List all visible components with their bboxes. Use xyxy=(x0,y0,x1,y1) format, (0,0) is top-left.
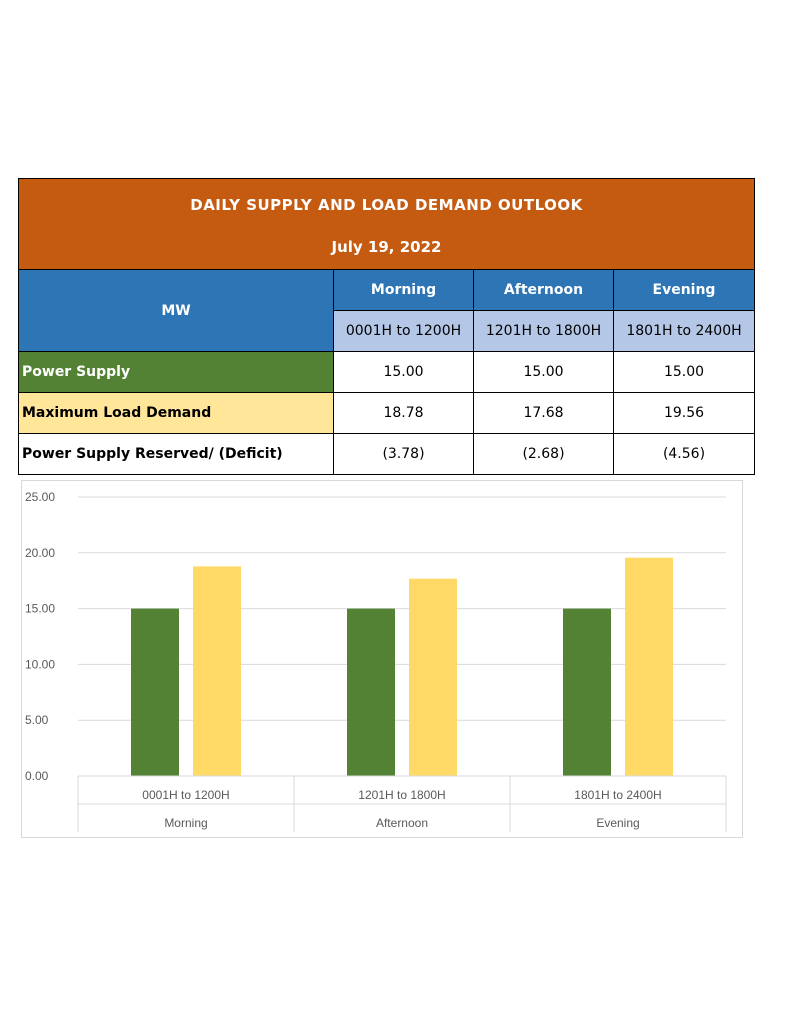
period-header-evening: Evening xyxy=(613,269,755,311)
y-tick-label: 5.00 xyxy=(25,713,49,727)
bar-chart: 0.00 5.00 10.00 15.00 20.00 25.00 0001H to 120… xyxy=(21,480,743,838)
table-title: DAILY SUPPLY AND LOAD DEMAND OUTLOOK xyxy=(190,196,583,214)
table-cell: 15.00 xyxy=(613,351,755,393)
bar xyxy=(347,608,395,776)
y-tick-label: 25.00 xyxy=(25,490,55,504)
x-category-label: 0001H to 1200H xyxy=(142,788,229,802)
table-cell: 15.00 xyxy=(333,351,474,393)
table-cell: 18.78 xyxy=(333,392,474,434)
table-title-cell: DAILY SUPPLY AND LOAD DEMAND OUTLOOK Jul… xyxy=(18,178,755,270)
row-label-reserve-deficit: Power Supply Reserved/ (Deficit) xyxy=(18,433,334,475)
bar xyxy=(193,566,241,776)
y-tick-label: 10.00 xyxy=(25,657,55,671)
bar xyxy=(131,608,179,776)
unit-header: MW xyxy=(18,269,334,352)
table-row: Power Supply Reserved/ (Deficit) (3.78) … xyxy=(18,433,755,475)
period-header-afternoon: Afternoon xyxy=(473,269,614,311)
y-tick-label: 0.00 xyxy=(25,769,49,783)
table-cell: (2.68) xyxy=(473,433,614,475)
bar xyxy=(563,608,611,776)
table-date: July 19, 2022 xyxy=(331,238,442,256)
table-cell: (3.78) xyxy=(333,433,474,475)
range-header-evening: 1801H to 2400H xyxy=(613,310,755,352)
row-label-max-load-demand: Maximum Load Demand xyxy=(18,392,334,434)
x-category-label: 1801H to 2400H xyxy=(574,788,661,802)
bar-chart-svg: 0.00 5.00 10.00 15.00 20.00 25.00 0001H to 120… xyxy=(25,490,727,832)
y-tick-label: 20.00 xyxy=(25,546,55,560)
supply-demand-table: DAILY SUPPLY AND LOAD DEMAND OUTLOOK Jul… xyxy=(18,178,755,475)
x-category-label: 1201H to 1800H xyxy=(358,788,445,802)
table-row: Maximum Load Demand 18.78 17.68 19.56 xyxy=(18,392,755,434)
x-group-label: Afternoon xyxy=(376,816,428,830)
table-cell: 17.68 xyxy=(473,392,614,434)
table-cell: 19.56 xyxy=(613,392,755,434)
table-cell: (4.56) xyxy=(613,433,755,475)
period-header-morning: Morning xyxy=(333,269,474,311)
table-cell: 15.00 xyxy=(473,351,614,393)
range-header-morning: 0001H to 1200H xyxy=(333,310,474,352)
y-tick-label: 15.00 xyxy=(25,602,55,616)
x-group-label: Evening xyxy=(596,816,639,830)
range-header-afternoon: 1201H to 1800H xyxy=(473,310,614,352)
bar xyxy=(625,557,673,776)
table-row: Power Supply 15.00 15.00 15.00 xyxy=(18,351,755,393)
x-group-label: Morning xyxy=(164,816,207,830)
row-label-power-supply: Power Supply xyxy=(18,351,334,393)
bar xyxy=(409,578,457,776)
